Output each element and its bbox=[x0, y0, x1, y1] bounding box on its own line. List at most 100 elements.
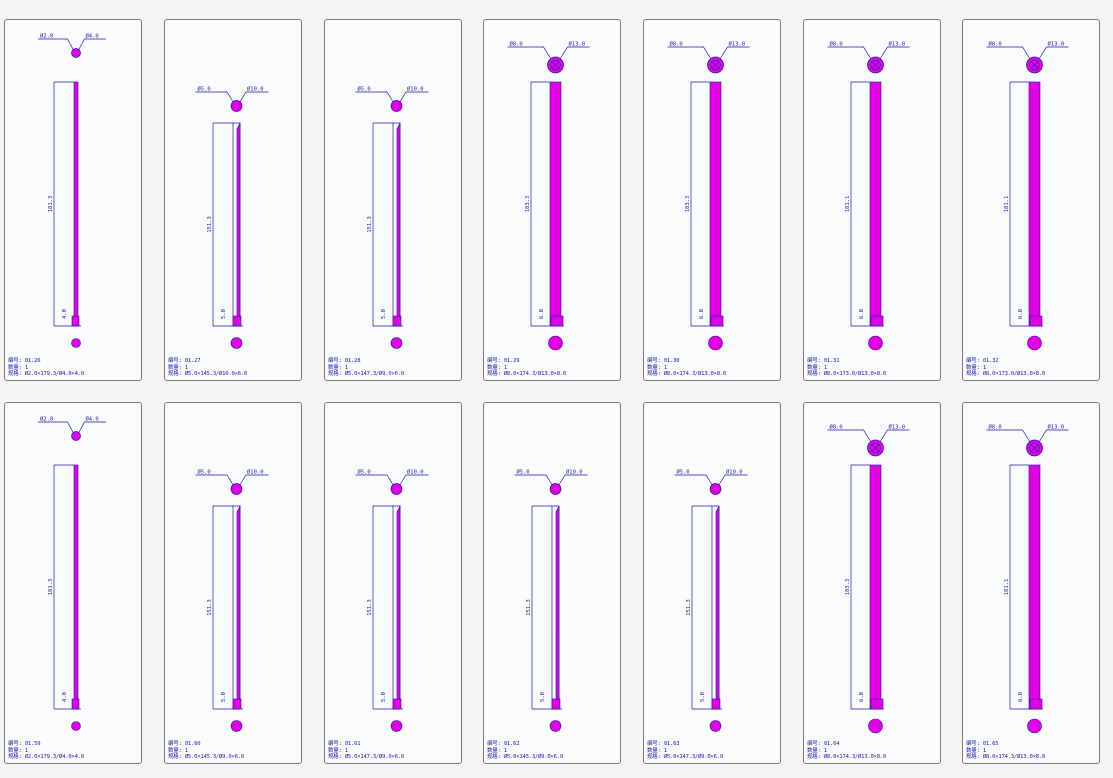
base-tab bbox=[551, 698, 561, 710]
part-drawing: Ø8.0 Ø13.0 183.3 6.0 bbox=[667, 41, 750, 351]
rod-body bbox=[715, 505, 720, 702]
end-view-circle bbox=[549, 720, 562, 732]
part-drawing-card: Ø5.0 Ø10.0 151.3 5.0 编号: 01.28 数量: 1 规格: Ø5.0×… bbox=[324, 19, 462, 381]
leader-line-left bbox=[38, 38, 75, 52]
inner-circle bbox=[710, 59, 721, 71]
part-drawing-card: Ø8.0 Ø13.0 183.3 6.0 编号: 01.64 数量: 1 规格: Ø8.0×… bbox=[803, 402, 941, 764]
end-view-circle bbox=[868, 718, 883, 734]
cross-line bbox=[551, 60, 560, 70]
base-tab bbox=[1029, 315, 1043, 327]
base-tab bbox=[870, 698, 884, 710]
tip-dimension: 6.0 bbox=[859, 309, 865, 319]
base-tab bbox=[710, 315, 724, 327]
length-dimension: 181.1 bbox=[1004, 579, 1010, 596]
part-info: 编号: 01.62 数量: 1 规格: Ø5.0×145.3/Ø9.0×6.0 bbox=[487, 741, 563, 761]
part-drawing: Ø5.0 Ø10.0 151.3 5.0 bbox=[195, 469, 269, 732]
part-drawing-card: Ø8.0 Ø13.0 183.3 6.0 编号: 01.30 数量: 1 规格: Ø8.0×… bbox=[643, 19, 781, 381]
part-drawing: Ø5.0 Ø10.0 151.3 5.0 bbox=[674, 469, 748, 732]
part-info: 编号: 01.65 数量: 1 规格: Ø8.0×174.3/Ø13.0×8.0 bbox=[966, 741, 1045, 761]
part-info-label3: 规格: Ø8.0×174.3/Ø13.0×8.0 bbox=[966, 754, 1046, 761]
length-dimension: 181.3 bbox=[48, 196, 54, 213]
rod-body bbox=[1028, 464, 1041, 710]
cross-line bbox=[1030, 443, 1039, 453]
diameter-label-left: Ø5.0 bbox=[358, 86, 371, 93]
inner-circle bbox=[1029, 442, 1040, 454]
base-tab bbox=[711, 698, 721, 710]
part-info-label2: 数量: 1 bbox=[647, 747, 667, 754]
length-dimension: 183.3 bbox=[525, 196, 531, 213]
diameter-label-left: Ø5.0 bbox=[198, 469, 211, 476]
diameter-label-right: Ø13.0 bbox=[569, 41, 586, 48]
rod-body bbox=[73, 81, 79, 327]
length-dimension: 181.3 bbox=[48, 579, 54, 596]
end-view-circle bbox=[71, 338, 81, 348]
leader-line-right bbox=[877, 429, 910, 447]
diameter-label-left: Ø5.0 bbox=[358, 469, 371, 476]
diameter-label-right: Ø10.0 bbox=[407, 86, 424, 93]
base-tab bbox=[232, 698, 242, 710]
part-info-label2: 数量: 1 bbox=[168, 747, 188, 754]
rod-body bbox=[73, 464, 79, 710]
leader-line-right bbox=[398, 474, 429, 488]
inner-circle bbox=[870, 442, 881, 454]
tip-dimension: 6.0 bbox=[699, 309, 705, 319]
part-info-label3: 规格: Ø8.0×174.3/Ø13.0×8.0 bbox=[487, 371, 567, 378]
inner-circle bbox=[870, 59, 881, 71]
part-drawing-card: Ø8.0 Ø13.0 183.3 6.0 编号: 01.29 数量: 1 规格: Ø8.0×… bbox=[483, 19, 621, 381]
length-dimension: 151.3 bbox=[367, 599, 373, 616]
part-info: 编号: 01.31 数量: 1 规格: Ø8.0×173.0/Ø13.0×8.0 bbox=[807, 358, 886, 378]
leader-line-right bbox=[1036, 429, 1069, 447]
part-info: 编号: 01.27 数量: 1 规格: Ø5.0×145.3/Ø10.0×6.0 bbox=[168, 358, 247, 378]
part-drawing: Ø2.0 Ø4.0 181.3 4.0 bbox=[38, 416, 106, 731]
part-drawing-card: Ø5.0 Ø10.0 151.3 5.0 编号: 01.61 数量: 1 规格: Ø5.0×… bbox=[324, 402, 462, 764]
cross-line bbox=[871, 443, 880, 453]
part-drawing: Ø8.0 Ø13.0 181.1 6.0 bbox=[827, 41, 910, 351]
diameter-label-right: Ø10.0 bbox=[726, 469, 743, 476]
part-info-label2: 数量: 1 bbox=[168, 364, 188, 371]
part-drawing-card: Ø5.0 Ø10.0 151.3 5.0 编号: 01.27 数量: 1 规格: Ø5.0×… bbox=[164, 19, 302, 381]
part-info: 编号: 01.61 数量: 1 规格: Ø5.0×147.3/Ø9.0×6.0 bbox=[328, 741, 404, 761]
section-circle bbox=[230, 483, 243, 495]
part-info-label1: 编号: 01.32 bbox=[966, 358, 999, 365]
length-dimension: 183.3 bbox=[845, 579, 851, 596]
end-view-circle bbox=[71, 721, 81, 731]
part-info-label2: 数量: 1 bbox=[966, 364, 986, 371]
part-info-label2: 数量: 1 bbox=[328, 747, 348, 754]
section-circle bbox=[709, 483, 722, 495]
part-info-label1: 编号: 01.60 bbox=[168, 741, 201, 748]
diameter-label-right: Ø13.0 bbox=[889, 424, 906, 431]
part-info: 编号: 01.60 数量: 1 规格: Ø5.0×145.3/Ø9.0×6.0 bbox=[168, 741, 244, 761]
tip-dimension: 5.0 bbox=[381, 309, 387, 319]
part-info-label1: 编号: 01.26 bbox=[8, 358, 41, 365]
part-drawing-card: Ø5.0 Ø10.0 151.3 5.0 编号: 01.60 数量: 1 规格: Ø5.0×… bbox=[164, 402, 302, 764]
diameter-label-left: Ø5.0 bbox=[198, 86, 211, 93]
part-drawing-card: Ø8.0 Ø13.0 181.1 6.0 编号: 01.65 数量: 1 规格: Ø8.0×… bbox=[962, 402, 1100, 764]
diameter-label-right: Ø13.0 bbox=[889, 41, 906, 48]
inner-circle bbox=[1029, 59, 1040, 71]
tip-dimension: 4.0 bbox=[62, 692, 68, 702]
part-info: 编号: 01.63 数量: 1 规格: Ø5.0×147.3/Ø9.0×6.0 bbox=[647, 741, 723, 761]
part-info-label1: 编号: 01.59 bbox=[8, 741, 41, 748]
leader-line-right bbox=[398, 91, 429, 105]
leader-line-right bbox=[77, 38, 106, 52]
length-dimension: 181.1 bbox=[845, 196, 851, 213]
base-tab bbox=[392, 698, 402, 710]
part-info-label1: 编号: 01.61 bbox=[328, 741, 361, 748]
diameter-label-left: Ø8.0 bbox=[830, 424, 843, 431]
rod-body bbox=[555, 505, 560, 702]
leader-line-left bbox=[507, 46, 554, 64]
length-dimension: 151.3 bbox=[686, 599, 692, 616]
cross-line bbox=[1030, 60, 1039, 70]
diameter-label-left: Ø8.0 bbox=[830, 41, 843, 48]
diameter-label-right: Ø10.0 bbox=[247, 469, 264, 476]
rod-body bbox=[236, 122, 241, 319]
leader-line-right bbox=[238, 91, 269, 105]
part-drawing-card: Ø2.0 Ø4.0 181.3 4.0 编号: 01.26 数量: 1 规格: Ø2.0×1… bbox=[4, 19, 142, 381]
part-info-label2: 数量: 1 bbox=[487, 747, 507, 754]
part-info-label1: 编号: 01.63 bbox=[647, 741, 680, 748]
part-drawing: Ø5.0 Ø10.0 151.3 5.0 bbox=[514, 469, 588, 732]
leader-line-left bbox=[38, 421, 75, 435]
part-info-label1: 编号: 01.30 bbox=[647, 358, 680, 365]
tip-dimension: 6.0 bbox=[539, 309, 545, 319]
rod-body bbox=[1028, 81, 1041, 327]
